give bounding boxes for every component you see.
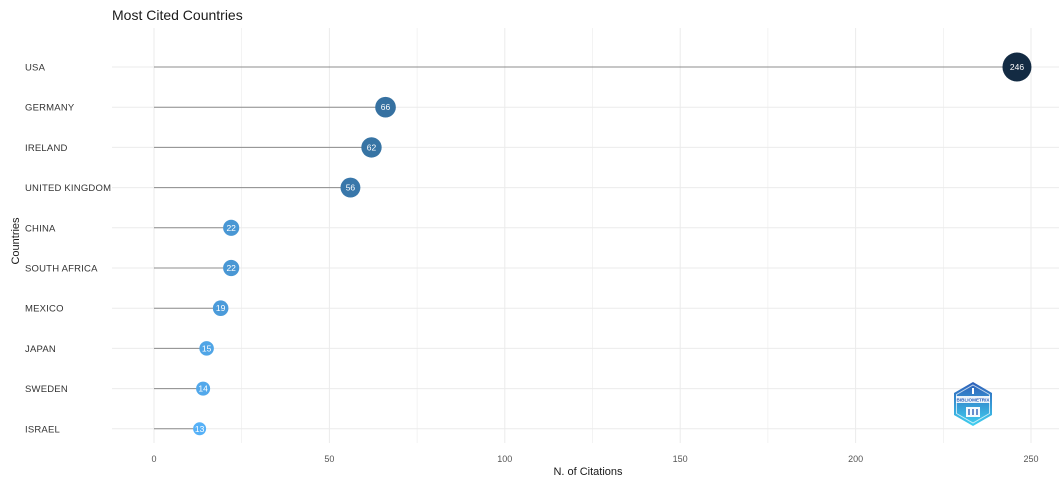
value-label: 15 bbox=[202, 343, 212, 353]
stems-layer bbox=[154, 66, 1017, 430]
lollipop-point bbox=[193, 422, 207, 436]
x-tick-label: 150 bbox=[673, 454, 688, 464]
labels-layer: 246 USA 66 GERMANY 62 IRELAND 56 UNITED KINGDOM… bbox=[25, 62, 1024, 435]
value-label: 22 bbox=[226, 263, 236, 273]
points-layer bbox=[193, 52, 1032, 436]
value-label: 13 bbox=[195, 424, 205, 434]
lollipop-point bbox=[375, 96, 396, 118]
value-label: 22 bbox=[226, 223, 236, 233]
lollipop-point bbox=[212, 300, 229, 316]
lollipop-point bbox=[223, 259, 240, 277]
lollipop-point bbox=[361, 137, 382, 158]
bibliometrix-logo: BIBLIOMETRIX bbox=[954, 382, 992, 426]
value-label: 62 bbox=[367, 142, 377, 152]
x-tick-label: 250 bbox=[1023, 454, 1038, 464]
category-label: IRELAND bbox=[25, 143, 68, 154]
category-label: CHINA bbox=[25, 223, 56, 234]
x-tick-label: 0 bbox=[151, 454, 156, 464]
lollipop-point bbox=[199, 341, 214, 356]
ticks-layer: 0 50 100 150 200 250 bbox=[151, 454, 1038, 464]
category-label: GERMANY bbox=[25, 103, 75, 114]
value-label: 14 bbox=[198, 384, 208, 394]
chart-title: Most Cited Countries bbox=[112, 7, 243, 23]
category-label: ISRAEL bbox=[25, 424, 60, 435]
x-axis-title: N. of Citations bbox=[553, 466, 623, 478]
x-tick-label: 100 bbox=[497, 454, 512, 464]
category-label: MEXICO bbox=[25, 304, 64, 315]
category-label: UNITED KINGDOM bbox=[25, 183, 111, 194]
lollipop-point bbox=[1002, 52, 1032, 82]
category-label: SOUTH AFRICA bbox=[25, 264, 98, 275]
grid-layer bbox=[112, 28, 1059, 443]
logo-hexagon bbox=[954, 382, 992, 426]
value-label: 66 bbox=[381, 102, 391, 112]
lollipop-point bbox=[196, 381, 211, 396]
category-label: JAPAN bbox=[25, 344, 56, 355]
value-label: 19 bbox=[216, 303, 226, 313]
lollipop-point bbox=[340, 177, 361, 198]
y-axis-title: Countries bbox=[10, 217, 22, 265]
category-label: USA bbox=[25, 63, 46, 74]
logo-text: BIBLIOMETRIX bbox=[957, 398, 991, 403]
value-label: 56 bbox=[346, 183, 356, 193]
lollipop-point bbox=[223, 219, 240, 236]
value-label: 246 bbox=[1010, 62, 1024, 72]
x-tick-label: 50 bbox=[324, 454, 334, 464]
category-label: SWEDEN bbox=[25, 384, 68, 395]
x-tick-label: 200 bbox=[848, 454, 863, 464]
